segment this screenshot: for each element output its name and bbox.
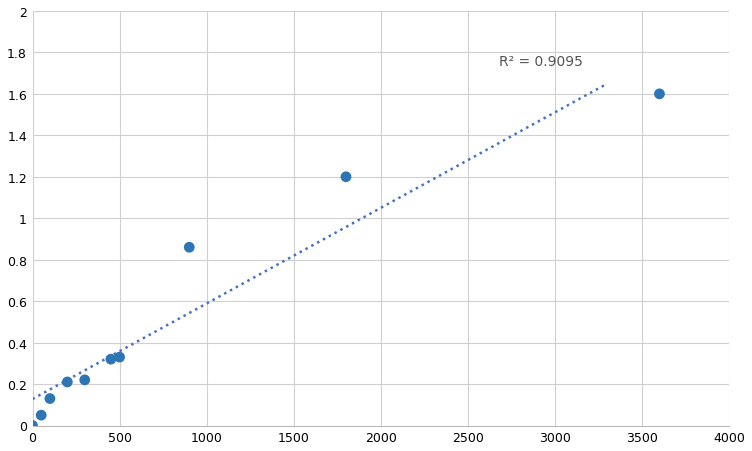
Point (114, 354, 126, 361)
Point (653, 91, 666, 98)
Point (44, 395, 56, 402)
Point (26, 422, 38, 429)
Point (105, 356, 117, 363)
Text: R² = 0.9095: R² = 0.9095 (499, 55, 583, 69)
Point (183, 244, 196, 251)
Point (340, 174, 352, 181)
Point (35, 412, 47, 419)
Point (62, 378, 74, 386)
Point (79, 377, 91, 384)
